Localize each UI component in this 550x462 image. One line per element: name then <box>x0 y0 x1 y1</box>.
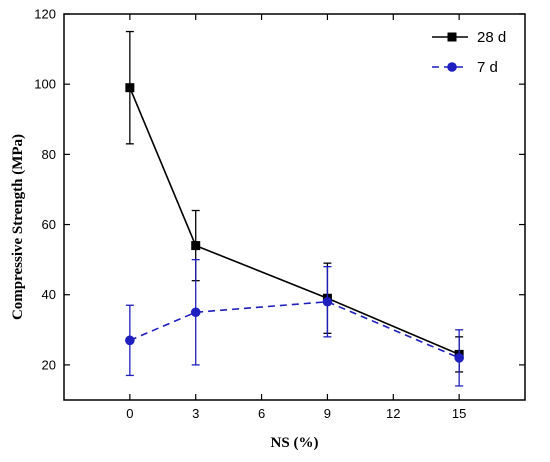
x-tick-label: 12 <box>386 406 400 421</box>
data-point <box>191 241 201 251</box>
legend-label: 28 d <box>477 29 506 46</box>
legend-marker <box>447 62 457 72</box>
x-tick-label: 6 <box>258 406 265 421</box>
y-tick-label: 100 <box>34 77 56 92</box>
x-tick-label: 15 <box>452 406 466 421</box>
y-tick-label: 20 <box>42 357 56 372</box>
x-tick-label: 9 <box>324 406 331 421</box>
plot-frame <box>63 13 526 401</box>
series-1 <box>125 258 464 387</box>
y-axis-label: Compressive Strength (MPa) <box>10 134 26 320</box>
legend-marker <box>447 32 457 42</box>
data-point <box>322 296 333 307</box>
legend: 28 d 7 d <box>432 29 506 76</box>
x-tick-label: 3 <box>192 406 199 421</box>
x-tick-label: 0 <box>126 406 133 421</box>
data-point <box>454 353 464 363</box>
series-layer <box>125 30 464 387</box>
series-line <box>129 300 460 359</box>
data-point <box>125 83 135 93</box>
legend-label: 7 d <box>477 59 498 76</box>
data-point <box>125 335 135 346</box>
y-tick-label: 60 <box>42 217 56 232</box>
plot-axes: 0 3 6 9 12 15 20 40 60 80 100 120 <box>34 7 526 421</box>
y-tick-label: 80 <box>42 147 56 162</box>
x-axis-label: NS (%) <box>271 435 319 451</box>
y-tick-label: 120 <box>34 7 56 22</box>
y-tick-label: 40 <box>42 287 56 302</box>
series-line <box>129 87 460 356</box>
data-point <box>190 307 201 318</box>
